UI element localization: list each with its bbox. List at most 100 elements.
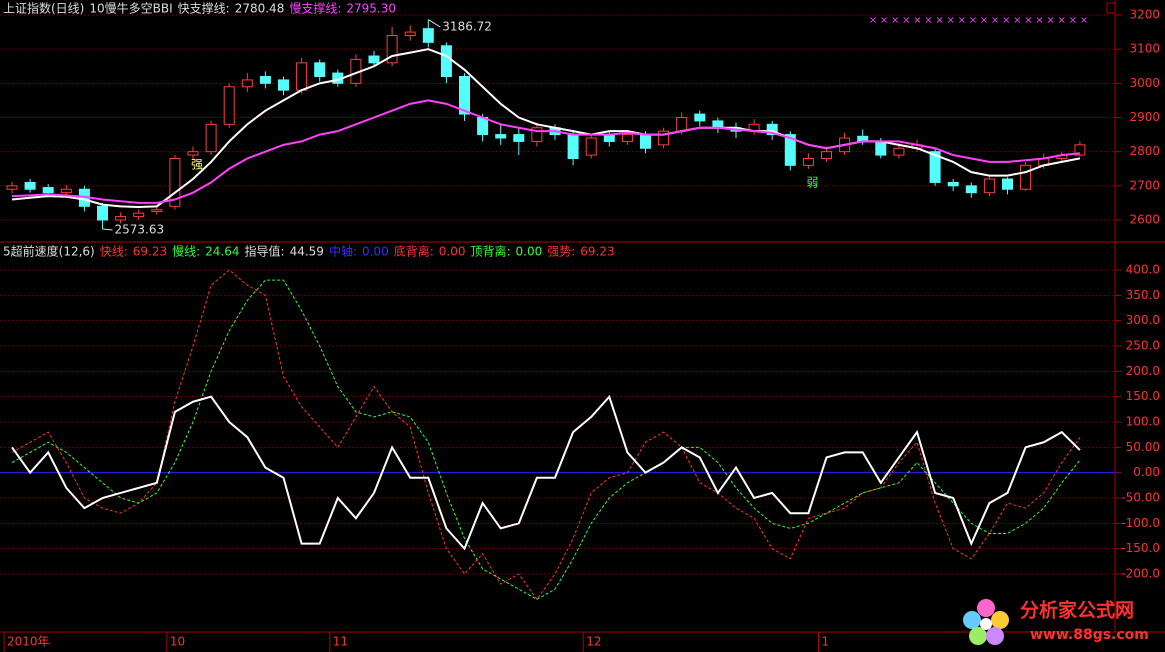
marker: × [902, 15, 910, 26]
legend-text: 快支撑线: [178, 1, 230, 16]
candle-body [404, 31, 416, 36]
candle-body [784, 134, 796, 166]
candle-body [766, 123, 778, 136]
marker: × [880, 15, 888, 26]
candle-body [459, 76, 470, 115]
candle-body [621, 134, 633, 142]
watermark: 分析家公式网 www.88gs.com [963, 599, 1149, 645]
markers: × × × × × × × × × × × × × × × × × × × × [869, 15, 1088, 26]
marker: × [913, 15, 921, 26]
y-tick-label: -100.0 [1121, 516, 1160, 530]
marker: × [1058, 15, 1066, 26]
x-tick-label: 11 [333, 635, 348, 649]
candle-body [151, 209, 163, 212]
candle-body [585, 137, 597, 156]
legend-text: 69.23 [580, 245, 614, 259]
y-tick-label: 0.00 [1133, 465, 1160, 479]
legend-text: 慢支撑线: [289, 1, 341, 16]
legend-text: 69.23 [133, 245, 167, 259]
annotation: 3186.72 [442, 20, 492, 34]
logo-center [980, 618, 992, 630]
candle-body [6, 185, 18, 190]
y-tick-label: 400.0 [1126, 263, 1160, 277]
candle-body [296, 62, 308, 91]
y-tick-label: 2600 [1129, 213, 1160, 227]
signal: 弱 [806, 176, 818, 190]
candle-body [205, 123, 217, 153]
candle-body [368, 55, 380, 64]
legend-text: 0.00 [439, 245, 466, 259]
marker: × [991, 15, 999, 26]
y-tick-label: 50.00 [1126, 440, 1160, 454]
marker: × [924, 15, 932, 26]
candle-body [422, 28, 434, 43]
legend-text: 0.00 [516, 245, 543, 259]
legend-text: 底背离: [394, 244, 434, 259]
logo-petal [991, 611, 1009, 629]
legend-text: 5超前速度(12,6) [3, 244, 95, 259]
legend-text: 44.59 [290, 245, 324, 259]
candle-body [97, 205, 108, 221]
candle-body [640, 134, 651, 149]
indicator-line [11, 269, 1081, 601]
x-tick-label: 2010年 [7, 635, 50, 649]
candle-body [1074, 144, 1086, 156]
marker: × [869, 15, 877, 26]
annotation-pointer [428, 19, 441, 28]
legend-text: 2780.48 [235, 2, 285, 16]
logo-petal [963, 611, 981, 629]
candle-body [802, 158, 814, 166]
candle-body [712, 120, 724, 129]
candle-body [133, 212, 145, 218]
candle-body [42, 187, 54, 194]
legend-text: 24.64 [205, 245, 239, 259]
candle-body [694, 113, 706, 122]
watermark-url: www.88gs.com [1030, 627, 1149, 643]
panel-button[interactable] [1106, 2, 1116, 14]
logo-petal [969, 627, 987, 645]
marker: × [891, 15, 899, 26]
legend-text: 0.00 [362, 245, 389, 259]
candle-body [187, 151, 199, 156]
marker: × [1080, 15, 1088, 26]
candle-body [495, 134, 507, 139]
legend-text: 10慢牛多空BBI [89, 1, 172, 16]
candle-body [603, 134, 615, 142]
candle-body [241, 79, 253, 88]
legend-text: 慢线: [172, 245, 200, 259]
candle-body [115, 216, 127, 221]
bbi-line [11, 48, 1081, 209]
candle-body [567, 134, 579, 159]
y-tick-label: 3100 [1129, 42, 1160, 56]
legend-text: 2795.30 [346, 2, 396, 16]
marker: × [1046, 15, 1054, 26]
indicator-line [11, 279, 1081, 600]
legend-text: 顶背离: [470, 244, 510, 259]
x-tick-label: 12 [586, 635, 601, 649]
candle-body [278, 79, 289, 91]
y-tick-label: 2900 [1129, 110, 1160, 124]
x-tick-label: 1 [822, 635, 830, 649]
candle-body [440, 45, 452, 77]
candle-body [676, 117, 688, 132]
marker: × [969, 15, 977, 26]
candle-body [60, 188, 72, 194]
candle-body [386, 35, 398, 64]
y-tick-label: 250.0 [1126, 339, 1160, 353]
y-tick-label: -200.0 [1121, 567, 1160, 581]
candle-body [24, 181, 36, 190]
y-tick-label: 200.0 [1126, 364, 1160, 378]
candle-body [169, 158, 181, 207]
y-tick-label: 2700 [1129, 178, 1160, 192]
candle-body [314, 62, 326, 77]
candle-body [893, 147, 905, 156]
y-tick-label: 3200 [1129, 8, 1160, 22]
x-tick-label: 10 [170, 635, 185, 649]
signal: 强 [191, 158, 203, 172]
candle-body [983, 178, 995, 194]
y-tick-label: 3000 [1129, 76, 1160, 90]
candle-body [658, 130, 670, 146]
candle-body [947, 181, 959, 187]
legend-text: 上证指数(日线) [3, 1, 84, 16]
